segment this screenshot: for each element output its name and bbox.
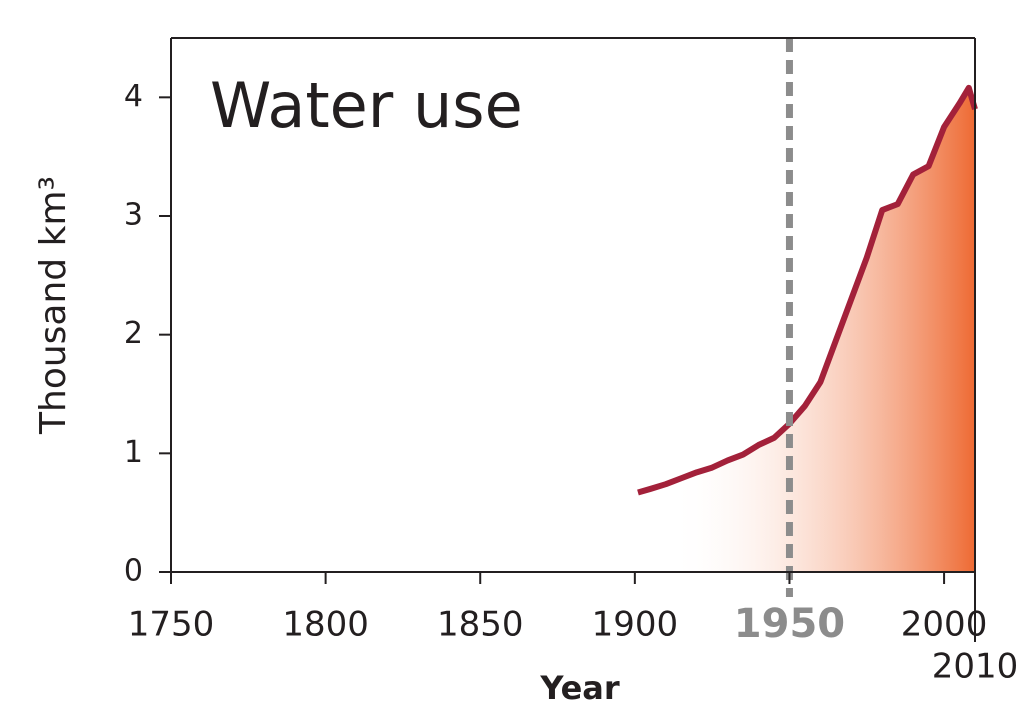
x-tick-label: 1750 xyxy=(128,605,215,645)
y-axis-label: Thousand km³ xyxy=(33,176,74,435)
x-axis-label: Year xyxy=(539,669,620,707)
chart-title: Water use xyxy=(210,69,523,142)
y-tick-label: 1 xyxy=(124,435,143,470)
y-tick-label: 4 xyxy=(124,79,143,114)
area xyxy=(637,87,975,572)
y-tick-label: 2 xyxy=(124,316,143,351)
line xyxy=(637,84,978,496)
highlight-tick-label: 1950 xyxy=(734,601,845,647)
x-tick-label: 2000 xyxy=(901,605,988,645)
x-tick-label: 1850 xyxy=(437,605,524,645)
x-tick-label: 1900 xyxy=(592,605,679,645)
x-tick-label: 1800 xyxy=(282,605,369,645)
x-tick-label: 2010 xyxy=(932,647,1019,687)
y-tick-label: 0 xyxy=(124,554,143,589)
y-tick-label: 3 xyxy=(124,198,143,233)
